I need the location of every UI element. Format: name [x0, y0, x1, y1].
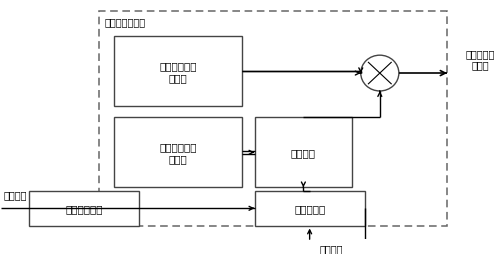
Text: 占空比控制模块: 占空比控制模块 — [104, 17, 145, 27]
Bar — [114, 37, 242, 107]
Text: 查表输出: 查表输出 — [291, 148, 316, 158]
Bar — [114, 118, 242, 188]
Text: 溢出触发: 溢出触发 — [4, 189, 27, 199]
Text: 比较寄存器份
数部分: 比较寄存器份 数部分 — [159, 142, 197, 164]
Text: 定时器实时
比较值: 定时器实时 比较值 — [465, 49, 495, 70]
Text: 模块使能控制: 模块使能控制 — [66, 203, 103, 213]
Bar — [29, 191, 139, 226]
Text: 溢出清零: 溢出清零 — [320, 244, 343, 253]
Bar — [99, 12, 448, 226]
Bar — [255, 191, 365, 226]
Text: 比较寄存器整
数部分: 比较寄存器整 数部分 — [159, 61, 197, 83]
Bar — [255, 118, 352, 188]
Text: 循环计数器: 循环计数器 — [294, 203, 325, 213]
Ellipse shape — [361, 56, 399, 92]
